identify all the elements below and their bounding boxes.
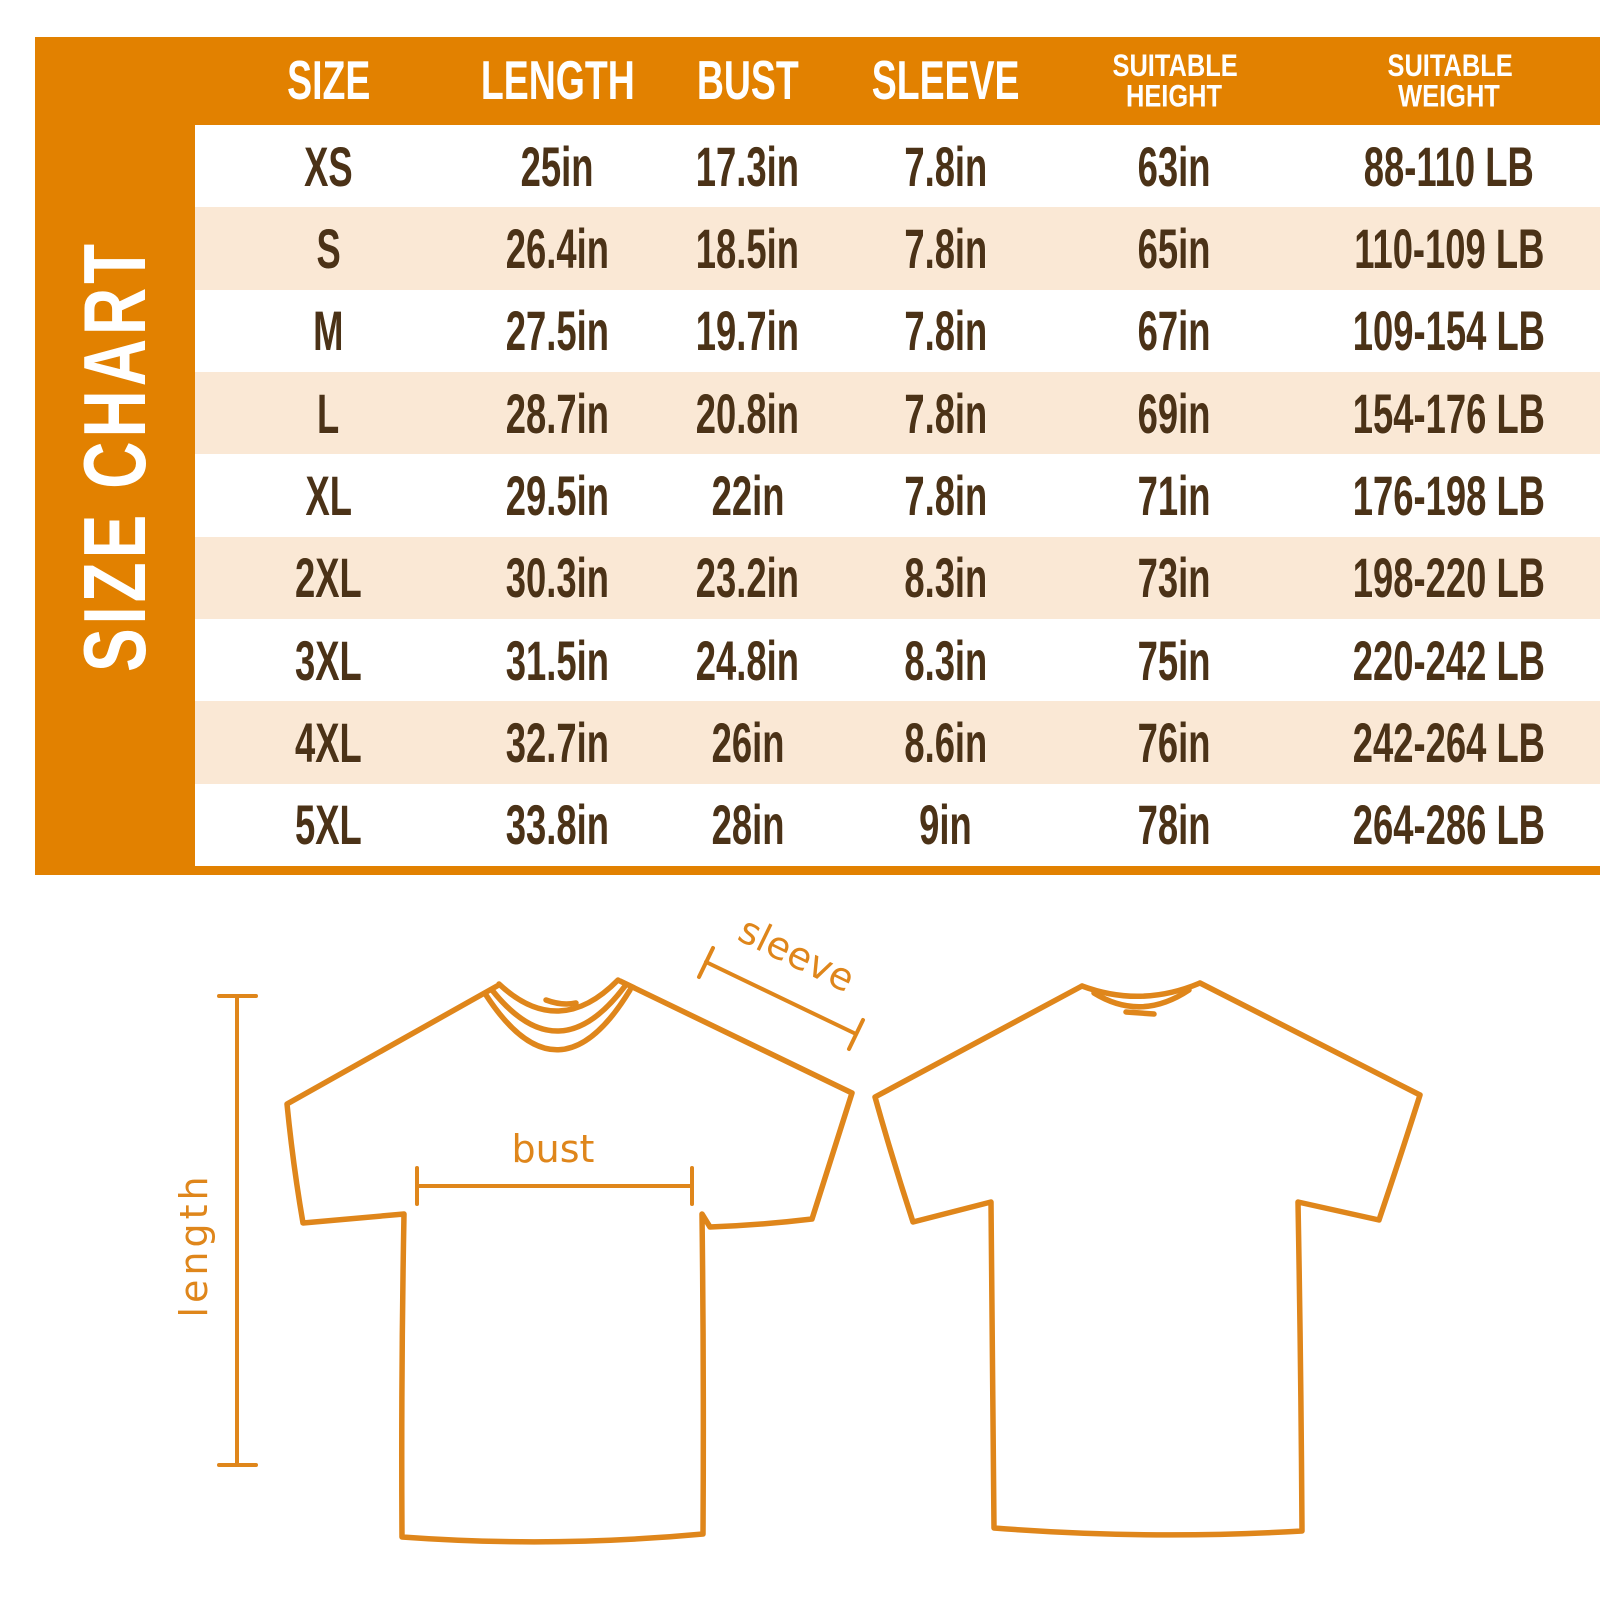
cell-bust: 18.5in [696, 216, 800, 280]
cell-length: 27.5in [505, 299, 610, 363]
tshirt-back-outline [872, 980, 1423, 1538]
cell-weight: 264-286 LB [1352, 793, 1546, 857]
cell-weight: 110-109 LB [1353, 216, 1545, 280]
cell-bust: 20.8in [696, 381, 800, 445]
cell-size: 5XL [295, 793, 362, 857]
table-side-banner: SIZE CHART [35, 37, 195, 875]
table-row-5xl: 5XL 33.8in 28in 9in 78in 264-286 LB [195, 783, 1600, 866]
bust-label: bust [512, 1127, 595, 1171]
cell-length: 31.5in [505, 628, 610, 692]
column-header-suitable-height: SUITABLE HEIGHT [1112, 46, 1238, 114]
cell-size: M [313, 299, 344, 363]
cell-weight: 242-264 LB [1352, 710, 1546, 774]
tshirt-measurement-diagram: length bust sleeve [172, 908, 1423, 1545]
sleeve-measure-line: sleeve [697, 908, 865, 1051]
cell-bust: 23.2in [696, 546, 800, 610]
cell-weight: 109-154 LB [1352, 299, 1546, 363]
cell-size: XL [305, 463, 352, 527]
column-header-length: LENGTH [480, 50, 635, 112]
cell-size: XS [304, 134, 353, 198]
cell-bust: 26in [711, 710, 785, 774]
cell-sleeve: 7.8in [904, 134, 988, 198]
cell-size: L [317, 381, 340, 445]
table-body: XS 25in 17.3in 7.8in 63in 88-110 LB S 26… [195, 125, 1600, 866]
bust-measure-line: bust [415, 1127, 694, 1206]
length-measure-line: length [172, 994, 258, 1467]
cell-sleeve: 7.8in [904, 299, 988, 363]
cell-bust: 22in [711, 463, 785, 527]
cell-sleeve: 8.6in [904, 710, 988, 774]
table-header-row: SIZE LENGTH BUST SLEEVE SUITABLE HEIGHT … [195, 37, 1600, 125]
cell-height: 73in [1137, 546, 1210, 610]
cell-bust: 17.3in [696, 134, 800, 198]
column-header-size: SIZE [286, 50, 371, 112]
cell-length: 25in [521, 134, 594, 198]
cell-size: S [316, 216, 341, 280]
cell-height: 69in [1137, 381, 1210, 445]
cell-bust: 19.7in [696, 299, 800, 363]
cell-length: 33.8in [505, 793, 610, 857]
cell-size: 4XL [295, 710, 362, 774]
table-main: SIZE LENGTH BUST SLEEVE SUITABLE HEIGHT … [195, 37, 1600, 875]
cell-weight: 154-176 LB [1352, 381, 1546, 445]
cell-bust: 28in [711, 793, 785, 857]
cell-height: 78in [1137, 793, 1210, 857]
cell-length: 32.7in [505, 710, 610, 774]
cell-weight: 176-198 LB [1352, 463, 1546, 527]
column-header-suitable-weight: SUITABLE WEIGHT [1387, 46, 1513, 114]
cell-bust: 24.8in [696, 628, 800, 692]
cell-weight: 198-220 LB [1352, 546, 1546, 610]
sleeve-label: sleeve [732, 908, 862, 1001]
cell-sleeve: 7.8in [904, 381, 988, 445]
table-row-xl: XL 29.5in 22in 7.8in 71in 176-198 LB [195, 454, 1600, 537]
cell-sleeve: 8.3in [904, 628, 988, 692]
cell-length: 28.7in [505, 381, 610, 445]
cell-height: 63in [1137, 134, 1210, 198]
table-row-4xl: 4XL 32.7in 26in 8.6in 76in 242-264 LB [195, 701, 1600, 784]
table-row-xs: XS 25in 17.3in 7.8in 63in 88-110 LB [195, 125, 1600, 208]
cell-height: 71in [1137, 463, 1210, 527]
length-label: length [172, 1172, 216, 1317]
cell-height: 76in [1137, 710, 1210, 774]
cell-height: 65in [1137, 216, 1210, 280]
table-title-vertical: SIZE CHART [65, 239, 164, 673]
cell-weight: 220-242 LB [1352, 628, 1546, 692]
table-row-m: M 27.5in 19.7in 7.8in 67in 109-154 LB [195, 289, 1600, 372]
table-row-3xl: 3XL 31.5in 24.8in 8.3in 75in 220-242 LB [195, 618, 1600, 702]
cell-length: 29.5in [505, 463, 610, 527]
cell-sleeve: 9in [919, 793, 973, 857]
table-row-2xl: 2XL 30.3in 23.2in 8.3in 73in 198-220 LB [195, 536, 1600, 619]
cell-sleeve: 8.3in [904, 546, 988, 610]
cell-weight: 88-110 LB [1363, 134, 1534, 198]
tshirt-front-outline [284, 977, 855, 1545]
cell-sleeve: 7.8in [904, 463, 988, 527]
cell-size: 2XL [295, 546, 362, 610]
size-chart-table: SIZE CHART SIZE LENGTH BUST SLEEVE SUITA… [35, 37, 1600, 875]
column-header-bust: BUST [696, 50, 799, 112]
cell-size: 3XL [295, 628, 362, 692]
cell-length: 30.3in [505, 546, 610, 610]
cell-height: 67in [1137, 299, 1210, 363]
table-row-l: L 28.7in 20.8in 7.8in 69in 154-176 LB [195, 371, 1600, 455]
cell-height: 75in [1137, 628, 1210, 692]
column-header-sleeve: SLEEVE [872, 50, 1020, 112]
cell-length: 26.4in [505, 216, 610, 280]
table-row-s: S 26.4in 18.5in 7.8in 65in 110-109 LB [195, 207, 1600, 290]
cell-sleeve: 7.8in [904, 216, 988, 280]
